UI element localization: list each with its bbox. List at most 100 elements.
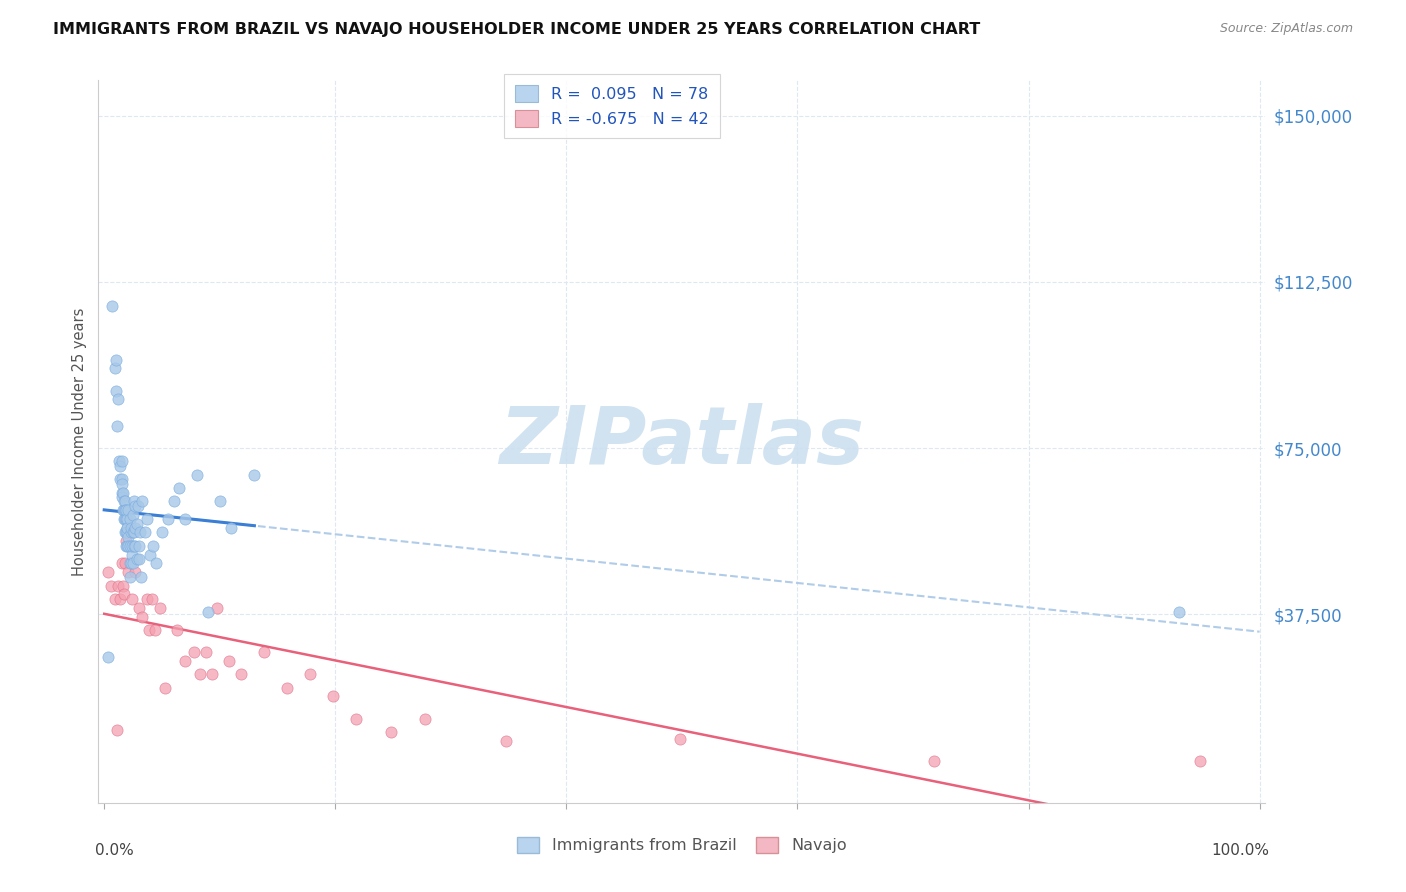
Point [128, 552, 150, 566]
Point [124, 521, 146, 535]
Point [150, 525, 173, 540]
Point [143, 623, 166, 637]
Point [124, 499, 146, 513]
Point [136, 512, 159, 526]
Point [188, 667, 211, 681]
Point [117, 525, 139, 540]
Point [117, 566, 139, 580]
Point [110, 591, 132, 606]
Point [218, 654, 240, 668]
Point [107, 579, 129, 593]
Point [118, 512, 141, 526]
Point [115, 525, 138, 540]
Point [107, 392, 129, 407]
Point [194, 645, 217, 659]
Point [229, 667, 252, 681]
Point [253, 645, 276, 659]
Point [114, 557, 136, 571]
Point [174, 654, 197, 668]
Point [127, 499, 149, 513]
Point [112, 494, 135, 508]
Point [112, 503, 135, 517]
Point [117, 512, 139, 526]
Point [110, 485, 132, 500]
Point [131, 609, 153, 624]
Point [110, 458, 132, 473]
Point [125, 552, 148, 566]
Point [101, 299, 124, 313]
Point [129, 570, 152, 584]
Point [111, 485, 134, 500]
Point [120, 525, 142, 540]
Point [104, 384, 127, 398]
Point [129, 525, 152, 540]
Point [121, 591, 143, 606]
Point [111, 579, 134, 593]
Point [114, 503, 136, 517]
Point [134, 525, 156, 540]
Point [208, 494, 231, 508]
Point [128, 539, 150, 553]
Point [105, 723, 128, 737]
Point [155, 681, 177, 695]
Point [131, 494, 153, 508]
Point [122, 557, 145, 571]
Point [197, 605, 219, 619]
Point [162, 494, 184, 508]
Point [169, 481, 191, 495]
Point [117, 503, 139, 517]
Point [922, 754, 945, 768]
Point [118, 570, 141, 584]
Point [97, 649, 120, 664]
Point [124, 539, 146, 553]
Point [1188, 754, 1211, 768]
Point [156, 512, 179, 526]
Text: 100.0%: 100.0% [1211, 843, 1268, 857]
Point [201, 667, 224, 681]
Point [110, 454, 132, 468]
Point [118, 539, 141, 553]
Text: Source: ZipAtlas.com: Source: ZipAtlas.com [1219, 22, 1353, 36]
Point [128, 600, 150, 615]
Point [298, 667, 321, 681]
Point [100, 579, 122, 593]
Point [322, 690, 344, 704]
Point [117, 539, 139, 553]
Point [111, 503, 134, 517]
Point [125, 516, 148, 531]
Point [110, 490, 132, 504]
Point [122, 539, 145, 553]
Point [139, 548, 162, 562]
Point [122, 508, 145, 522]
Point [124, 566, 146, 580]
Point [243, 467, 266, 482]
Text: IMMIGRANTS FROM BRAZIL VS NAVAJO HOUSEHOLDER INCOME UNDER 25 YEARS CORRELATION C: IMMIGRANTS FROM BRAZIL VS NAVAJO HOUSEHO… [53, 22, 980, 37]
Point [115, 503, 138, 517]
Point [380, 724, 402, 739]
Point [495, 733, 517, 747]
Point [183, 645, 205, 659]
Point [110, 472, 132, 486]
Point [118, 557, 141, 571]
Point [141, 591, 163, 606]
Point [117, 521, 139, 535]
Point [121, 548, 143, 562]
Point [115, 512, 138, 526]
Point [122, 525, 145, 540]
Point [186, 467, 208, 482]
Point [97, 566, 120, 580]
Point [122, 494, 145, 508]
Point [117, 539, 139, 553]
Text: 0.0%: 0.0% [96, 843, 134, 857]
Point [104, 352, 127, 367]
Point [104, 361, 127, 376]
Point [122, 525, 145, 540]
Point [276, 681, 298, 695]
Point [120, 557, 142, 571]
Point [121, 539, 143, 553]
Point [142, 539, 165, 553]
Point [117, 530, 139, 544]
Point [110, 472, 132, 486]
Point [668, 731, 690, 746]
Point [117, 521, 139, 535]
